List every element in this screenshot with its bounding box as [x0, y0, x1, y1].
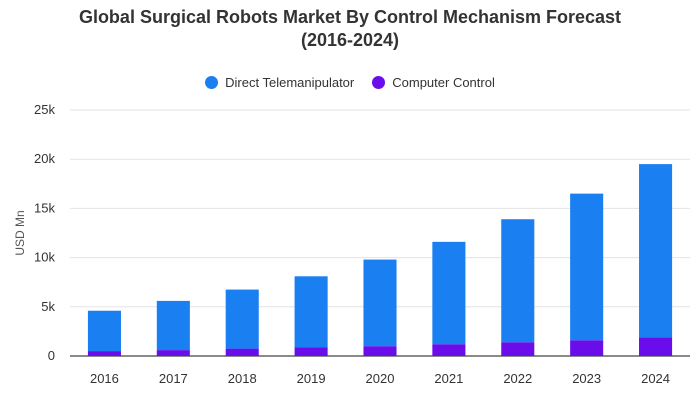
y-tick-label: 0: [48, 348, 55, 363]
x-tick-label: 2021: [434, 371, 463, 386]
x-tick-label: 2017: [159, 371, 188, 386]
bar-computer-control-2017[interactable]: [156, 350, 190, 356]
legend-label-computer-control: Computer Control: [392, 75, 495, 90]
bar-direct-telemanipulator-2016[interactable]: [87, 310, 121, 352]
chart-title-line-2: (2016-2024): [300, 30, 400, 50]
bar-direct-telemanipulator-2022[interactable]: [501, 219, 535, 343]
bar-computer-control-2024[interactable]: [639, 337, 673, 356]
bar-computer-control-2016[interactable]: [87, 351, 121, 356]
chart-title: Global Surgical Robots Market By Control…: [0, 6, 700, 52]
bar-computer-control-2023[interactable]: [570, 340, 604, 356]
x-tick-label: 2016: [90, 371, 119, 386]
bar-direct-telemanipulator-2019[interactable]: [294, 276, 328, 348]
x-tick-label: 2024: [641, 371, 670, 386]
y-tick-label: 10k: [34, 250, 55, 265]
bar-direct-telemanipulator-2017[interactable]: [156, 300, 190, 351]
x-tick-label: 2022: [503, 371, 532, 386]
legend-item-direct-telemanipulator[interactable]: Direct Telemanipulator: [205, 75, 354, 90]
y-axis-ticks: 0 5k 10k 15k 20k 25k: [34, 102, 55, 363]
chart-legend: Direct Telemanipulator Computer Control: [0, 75, 700, 90]
x-axis-ticks: 2016 2017 2018 2019 2020 2021 2022 2023 2024: [90, 371, 670, 386]
y-axis-label: USD Mn: [13, 210, 27, 255]
legend-item-computer-control[interactable]: Computer Control: [372, 75, 495, 90]
x-tick-label: 2019: [297, 371, 326, 386]
chart-title-line-1: Global Surgical Robots Market By Control…: [78, 7, 622, 27]
legend-label-direct-telemanipulator: Direct Telemanipulator: [225, 75, 355, 90]
y-tick-label: 20k: [34, 151, 55, 166]
bar-computer-control-2018[interactable]: [225, 348, 259, 356]
bar-direct-telemanipulator-2024[interactable]: [639, 164, 673, 338]
y-tick-label: 25k: [34, 102, 55, 117]
legend-swatch-direct-telemanipulator: [205, 76, 219, 89]
bar-computer-control-2019[interactable]: [294, 347, 328, 356]
bar-computer-control-2020[interactable]: [363, 346, 397, 356]
bar-direct-telemanipulator-2023[interactable]: [570, 193, 604, 341]
x-tick-label: 2023: [572, 371, 601, 386]
bar-direct-telemanipulator-2020[interactable]: [363, 259, 397, 347]
x-tick-label: 2020: [366, 371, 395, 386]
bar-direct-telemanipulator-2018[interactable]: [225, 289, 259, 349]
legend-swatch-computer-control: [372, 76, 386, 89]
bar-direct-telemanipulator-2021[interactable]: [432, 241, 466, 345]
x-tick-label: 2018: [228, 371, 257, 386]
y-tick-label: 15k: [34, 200, 55, 215]
bar-series: [87, 164, 673, 356]
bar-computer-control-2022[interactable]: [501, 342, 535, 356]
y-tick-label: 5k: [41, 299, 55, 314]
bar-computer-control-2021[interactable]: [432, 344, 466, 356]
